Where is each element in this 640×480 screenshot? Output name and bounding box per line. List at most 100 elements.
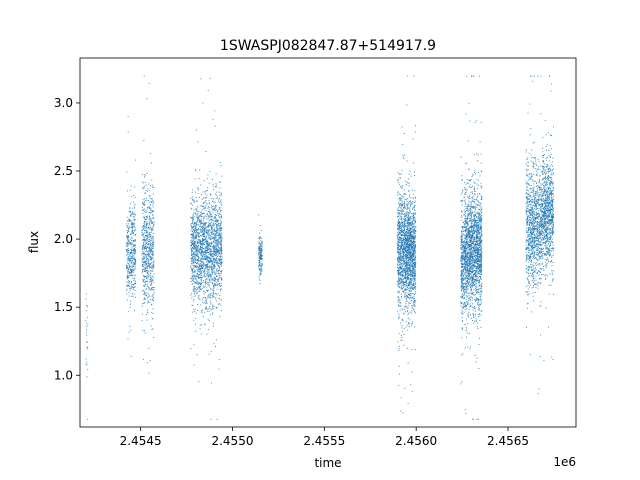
data-point: [408, 274, 410, 276]
data-point: [200, 273, 201, 275]
data-point: [196, 262, 198, 264]
data-point: [131, 195, 133, 197]
data-point: [218, 275, 220, 277]
data-point: [404, 248, 406, 250]
data-point: [220, 286, 222, 287]
data-point: [151, 197, 153, 199]
data-point: [211, 251, 213, 252]
data-point: [131, 260, 133, 262]
data-point: [143, 298, 145, 300]
data-point: [207, 282, 209, 284]
data-point: [195, 170, 197, 172]
data-point: [128, 210, 130, 212]
data-point: [414, 239, 416, 241]
data-point: [204, 272, 206, 274]
data-point: [198, 257, 200, 259]
data-point: [409, 233, 411, 235]
data-point: [407, 266, 409, 268]
data-point: [194, 222, 196, 224]
data-point: [414, 242, 416, 244]
data-point: [409, 270, 410, 272]
data-point: [403, 236, 405, 238]
data-point: [210, 309, 212, 311]
data-point: [261, 241, 263, 243]
data-point: [259, 244, 261, 246]
data-point: [258, 262, 260, 264]
data-point: [192, 258, 194, 260]
data-point: [403, 259, 405, 261]
data-point: [215, 224, 217, 226]
data-point: [192, 264, 194, 266]
data-point: [401, 319, 403, 321]
data-point: [220, 259, 222, 260]
data-point: [212, 258, 214, 260]
data-point: [190, 233, 192, 235]
data-point: [213, 230, 215, 232]
data-point: [199, 277, 201, 279]
data-point: [398, 281, 400, 283]
data-point: [397, 266, 398, 268]
data-point: [200, 244, 202, 246]
data-point: [219, 228, 221, 230]
data-point: [410, 266, 411, 267]
data-point: [191, 263, 193, 265]
data-point: [205, 231, 207, 233]
data-point: [403, 218, 405, 220]
data-point: [130, 260, 131, 262]
data-point: [217, 231, 219, 233]
data-point: [204, 191, 206, 193]
data-point: [191, 260, 193, 262]
data-point: [397, 264, 399, 266]
data-point: [403, 285, 405, 287]
data-point: [131, 227, 132, 229]
data-point: [147, 258, 149, 260]
data-point: [134, 219, 136, 221]
data-point: [132, 201, 134, 203]
data-point: [199, 216, 201, 218]
data-point: [153, 224, 155, 226]
data-point: [400, 204, 402, 206]
data-point: [145, 232, 147, 234]
data-point: [414, 258, 416, 260]
data-point: [126, 253, 128, 255]
data-point: [150, 274, 152, 276]
data-point: [130, 238, 132, 240]
data-point: [146, 98, 148, 100]
data-point: [132, 231, 133, 233]
data-point: [413, 271, 415, 273]
data-point: [133, 264, 135, 266]
data-point: [411, 247, 413, 249]
data-point: [218, 368, 220, 370]
data-point: [405, 248, 407, 250]
data-point: [150, 231, 152, 233]
data-point: [208, 294, 209, 296]
data-point: [398, 259, 400, 261]
data-point: [403, 245, 405, 247]
data-point: [408, 261, 410, 263]
data-point: [145, 242, 147, 244]
data-point: [126, 171, 128, 173]
data-point: [201, 261, 203, 263]
data-point: [202, 102, 204, 104]
data-point: [402, 143, 404, 145]
data-point: [128, 249, 130, 251]
data-point: [215, 257, 217, 259]
data-point: [129, 252, 131, 254]
data-point: [407, 285, 409, 287]
data-point: [148, 301, 150, 303]
data-point: [259, 256, 261, 258]
data-point: [399, 203, 401, 204]
data-point: [200, 279, 202, 281]
data-point: [398, 193, 400, 195]
data-point: [126, 232, 128, 234]
data-point: [402, 281, 404, 283]
data-point: [134, 266, 136, 268]
data-point: [194, 243, 196, 244]
data-point: [405, 250, 407, 252]
data-point: [148, 250, 150, 251]
data-point: [214, 110, 216, 112]
data-point: [209, 230, 211, 232]
data-point: [403, 270, 405, 271]
data-point: [148, 189, 150, 191]
data-point: [214, 208, 215, 210]
